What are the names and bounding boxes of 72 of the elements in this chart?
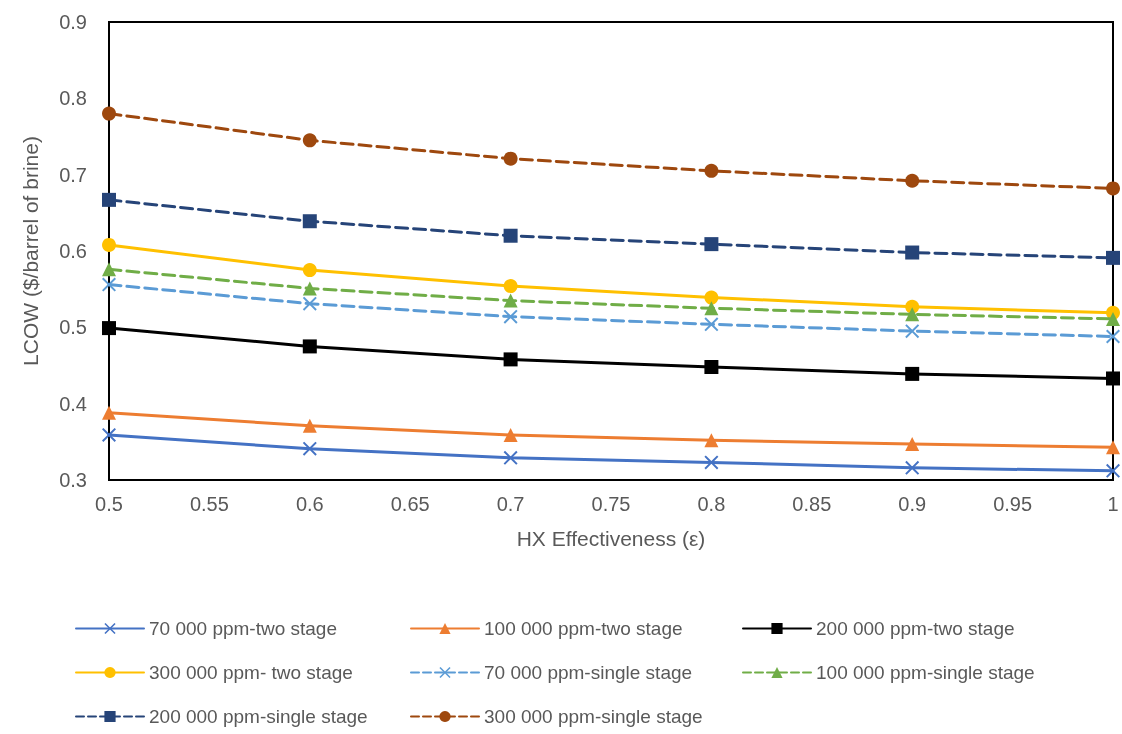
x-tick-label: 0.65 xyxy=(390,493,430,515)
y-axis-title: LCOW ($/barrel of brine) xyxy=(19,136,42,366)
legend-label: 200 000 ppm-single stage xyxy=(149,706,368,727)
point xyxy=(704,237,719,252)
point xyxy=(905,173,920,188)
point xyxy=(102,237,116,252)
x-tick-label: 0.55 xyxy=(189,493,229,515)
point xyxy=(1106,371,1120,386)
point xyxy=(905,324,920,339)
point xyxy=(704,433,719,448)
point xyxy=(503,450,518,465)
legend-label: 200 000 ppm-two stage xyxy=(816,618,1015,639)
legend-label: 70 000 ppm-single stage xyxy=(484,662,693,683)
point xyxy=(102,321,116,336)
point xyxy=(302,441,317,456)
point xyxy=(503,427,518,442)
x-tick-label: 0.85 xyxy=(792,493,832,515)
point xyxy=(704,360,719,375)
point xyxy=(503,293,518,308)
legend-label: 300 000 ppm-single stage xyxy=(484,706,703,727)
legend-label: 100 000 ppm-single stage xyxy=(816,662,1035,683)
x-tick-label: 0.6 xyxy=(295,493,324,515)
point xyxy=(905,307,920,322)
point xyxy=(905,460,920,475)
y-tick-label: 0.6 xyxy=(59,240,87,262)
point xyxy=(102,192,116,207)
point xyxy=(503,279,518,294)
point xyxy=(905,437,920,452)
point xyxy=(1106,250,1120,265)
x-tick-label: 0.9 xyxy=(898,493,927,515)
point xyxy=(704,317,719,332)
point xyxy=(302,281,317,296)
point xyxy=(905,245,920,260)
point xyxy=(503,309,518,324)
point xyxy=(102,427,116,442)
point xyxy=(302,214,317,229)
point xyxy=(1106,311,1120,326)
point xyxy=(503,352,518,367)
point xyxy=(704,290,719,305)
point xyxy=(302,263,317,278)
point xyxy=(503,151,518,166)
x-tick-label: 1 xyxy=(1107,493,1119,515)
point xyxy=(1106,181,1120,196)
y-tick-label: 0.7 xyxy=(59,163,87,186)
y-tick-label: 0.3 xyxy=(59,469,87,491)
y-tick-label: 0.4 xyxy=(59,392,87,415)
point xyxy=(503,228,518,243)
point xyxy=(102,405,116,420)
x-axis-title: HX Effectiveness (ε) xyxy=(516,527,706,550)
y-tick-label: 0.5 xyxy=(59,316,87,339)
point xyxy=(102,262,116,277)
point xyxy=(302,296,317,311)
point xyxy=(302,133,317,148)
legend-label: 100 000 ppm-two stage xyxy=(484,618,683,639)
x-tick-label: 0.7 xyxy=(496,493,525,515)
x-tick-label: 0.5 xyxy=(95,493,123,515)
y-tick-label: 0.9 xyxy=(59,11,87,33)
point xyxy=(704,163,719,178)
legend-label: 300 000 ppm- two stage xyxy=(149,662,353,683)
point xyxy=(302,418,317,433)
point xyxy=(302,339,317,354)
point xyxy=(905,366,920,381)
x-tick-label: 0.75 xyxy=(591,493,631,515)
point xyxy=(1106,440,1120,455)
point xyxy=(704,455,719,470)
point xyxy=(102,106,116,121)
x-tick-label: 0.8 xyxy=(697,493,726,515)
y-tick-label: 0.8 xyxy=(59,87,87,110)
point xyxy=(1106,463,1120,478)
point xyxy=(704,301,719,316)
x-tick-label: 0.95 xyxy=(993,493,1033,515)
legend-label: 70 000 ppm-two stage xyxy=(149,618,338,639)
